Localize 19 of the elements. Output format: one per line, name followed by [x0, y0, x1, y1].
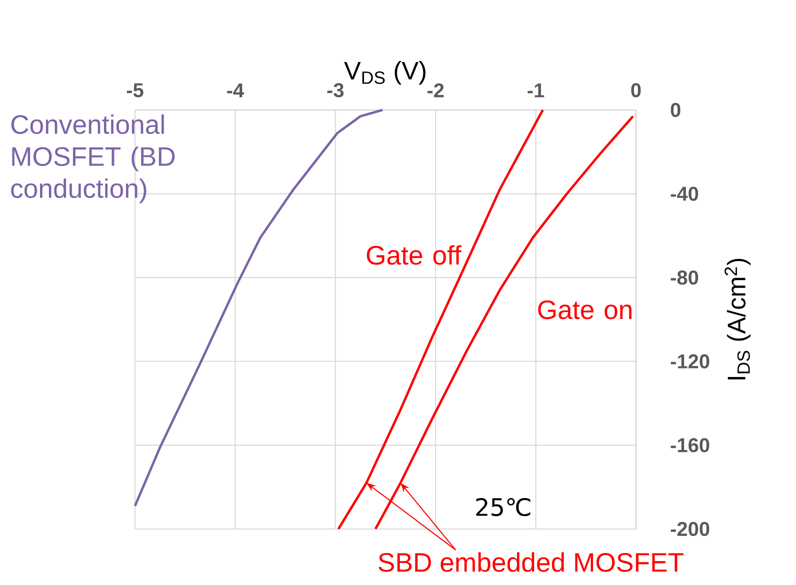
x-tick-label: -2 [427, 83, 444, 98]
x-tick-label: -3 [327, 83, 344, 98]
text: Conventional MOSFET (BD conduction) [11, 114, 175, 204]
y-axis-title: I$_{DS}$ (A/cm$^{2}$) [724, 258, 751, 380]
series-label: Gate off [366, 245, 462, 265]
y-tick-label: -40 [670, 186, 698, 201]
y-tick-label: -120 [670, 354, 710, 368]
annotation: 25℃ [476, 498, 530, 516]
x-tick-label: -1 [528, 84, 544, 98]
x-axis-title: V$_{DS}$ (V) [344, 61, 426, 85]
x-tick-label: 0 [631, 83, 641, 98]
y-tick-label: -200 [670, 522, 710, 536]
x-tick-label: -4 [227, 84, 244, 98]
annotation: SBD embedded MOSFET [378, 552, 684, 572]
x-tick-label: -5 [126, 83, 144, 98]
series-label: Gate on [538, 300, 632, 320]
y-tick-label: -160 [670, 438, 710, 452]
y-tick-label: -80 [670, 270, 698, 285]
y-tick-label: 0 [670, 102, 680, 118]
